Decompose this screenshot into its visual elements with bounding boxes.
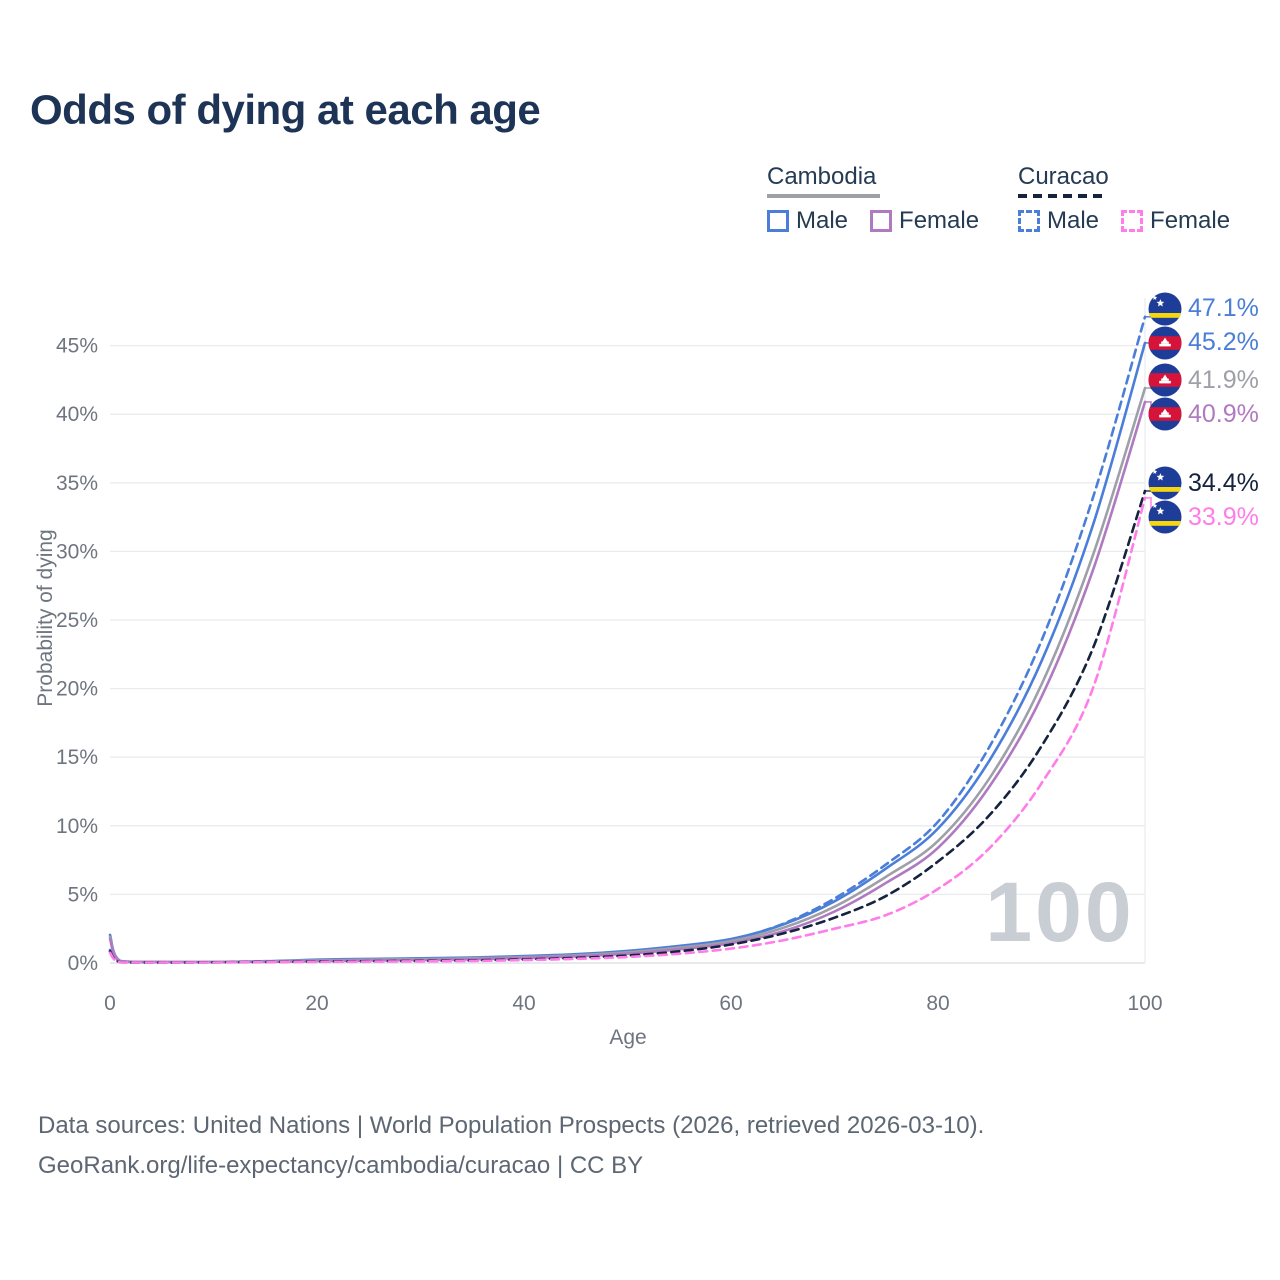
curacao-flag-icon	[1148, 500, 1182, 534]
y-tick-label: 30%	[56, 540, 98, 563]
end-label-value: 34.4%	[1188, 468, 1259, 497]
series-line-curacao	[108, 489, 1147, 964]
y-axis-title: Probability of dying	[34, 529, 57, 707]
page-title: Odds of dying at each age	[30, 86, 541, 133]
legend-item-curacao-female[interactable]: Female	[1121, 207, 1230, 235]
end-label-curacao: 34.4%	[1148, 466, 1259, 500]
curacao-male-swatch-icon	[1018, 210, 1040, 232]
legend-item-label: Female	[1150, 207, 1231, 234]
end-label-value: 33.9%	[1188, 502, 1259, 531]
footer-attribution: GeoRank.org/life-expectancy/cambodia/cur…	[38, 1152, 644, 1180]
watermark-text: 100	[985, 865, 1134, 959]
y-tick-label: 40%	[56, 403, 98, 426]
legend-item-label: Female	[899, 207, 980, 234]
curacao-flag-icon	[1148, 500, 1182, 534]
cambodia-male-swatch-icon	[767, 210, 789, 232]
end-label-cambodia-male: 45.2%	[1148, 326, 1259, 360]
legend-item-label: Male	[796, 207, 849, 234]
cambodia-flag-icon	[1148, 326, 1182, 360]
curacao-flag-icon	[1148, 466, 1182, 500]
legend-item-curacao-male[interactable]: Male	[1018, 207, 1099, 235]
x-tick-label: 80	[926, 992, 949, 1015]
legend-group-curacao: Curacao Male Female	[1018, 163, 1252, 235]
end-label-value: 45.2%	[1188, 328, 1259, 357]
y-tick-label: 0%	[68, 952, 98, 975]
y-tick-label: 35%	[56, 472, 98, 495]
end-label-curacao-female: 33.9%	[1148, 500, 1259, 534]
legend-item-cambodia-female[interactable]: Female	[870, 207, 979, 235]
cambodia-flag-icon	[1148, 363, 1182, 397]
cambodia-flag-icon	[1148, 397, 1182, 431]
x-tick-label: 40	[512, 992, 535, 1015]
y-tick-label: 45%	[56, 335, 98, 358]
end-label-value: 41.9%	[1188, 365, 1259, 394]
y-tick-label: 5%	[68, 883, 98, 906]
curacao-line-style-sample	[1018, 194, 1106, 198]
legend-item-label: Male	[1047, 207, 1100, 234]
series-line-curacao-female	[108, 496, 1147, 964]
y-tick-label: 20%	[56, 678, 98, 701]
end-label-value: 47.1%	[1188, 294, 1259, 323]
x-tick-label: 100	[1127, 992, 1162, 1015]
y-tick-label: 25%	[56, 609, 98, 632]
end-label-cambodia: 41.9%	[1148, 363, 1259, 397]
legend-country-label-cambodia: Cambodia	[767, 163, 877, 190]
end-label-curacao-male: 47.1%	[1148, 292, 1259, 326]
end-label-cambodia-female: 40.9%	[1148, 397, 1259, 431]
y-tick-label: 15%	[56, 746, 98, 769]
x-tick-label: 0	[104, 992, 116, 1015]
x-tick-label: 60	[719, 992, 742, 1015]
y-tick-label: 10%	[56, 815, 98, 838]
x-axis-title: Age	[609, 1026, 647, 1049]
cambodia-flag-icon	[1148, 326, 1182, 360]
legend-group-cambodia: Cambodia Male Female	[767, 163, 1001, 235]
cambodia-flag-icon	[1148, 397, 1182, 431]
curacao-flag-icon	[1148, 292, 1182, 326]
legend-country-label-curacao: Curacao	[1018, 163, 1109, 190]
footer-data-sources: Data sources: United Nations | World Pop…	[38, 1112, 985, 1139]
footer: Data sources: United Nations | World Pop…	[38, 1106, 984, 1187]
curacao-flag-icon	[1148, 292, 1182, 326]
curacao-female-swatch-icon	[1121, 210, 1144, 232]
end-label-value: 40.9%	[1188, 399, 1259, 428]
curacao-flag-icon	[1148, 466, 1182, 500]
legend-item-cambodia-male[interactable]: Male	[767, 207, 848, 235]
cambodia-flag-icon	[1148, 363, 1182, 397]
cambodia-line-style-sample	[767, 194, 880, 198]
cambodia-female-swatch-icon	[870, 210, 893, 232]
x-tick-label: 20	[305, 992, 328, 1015]
